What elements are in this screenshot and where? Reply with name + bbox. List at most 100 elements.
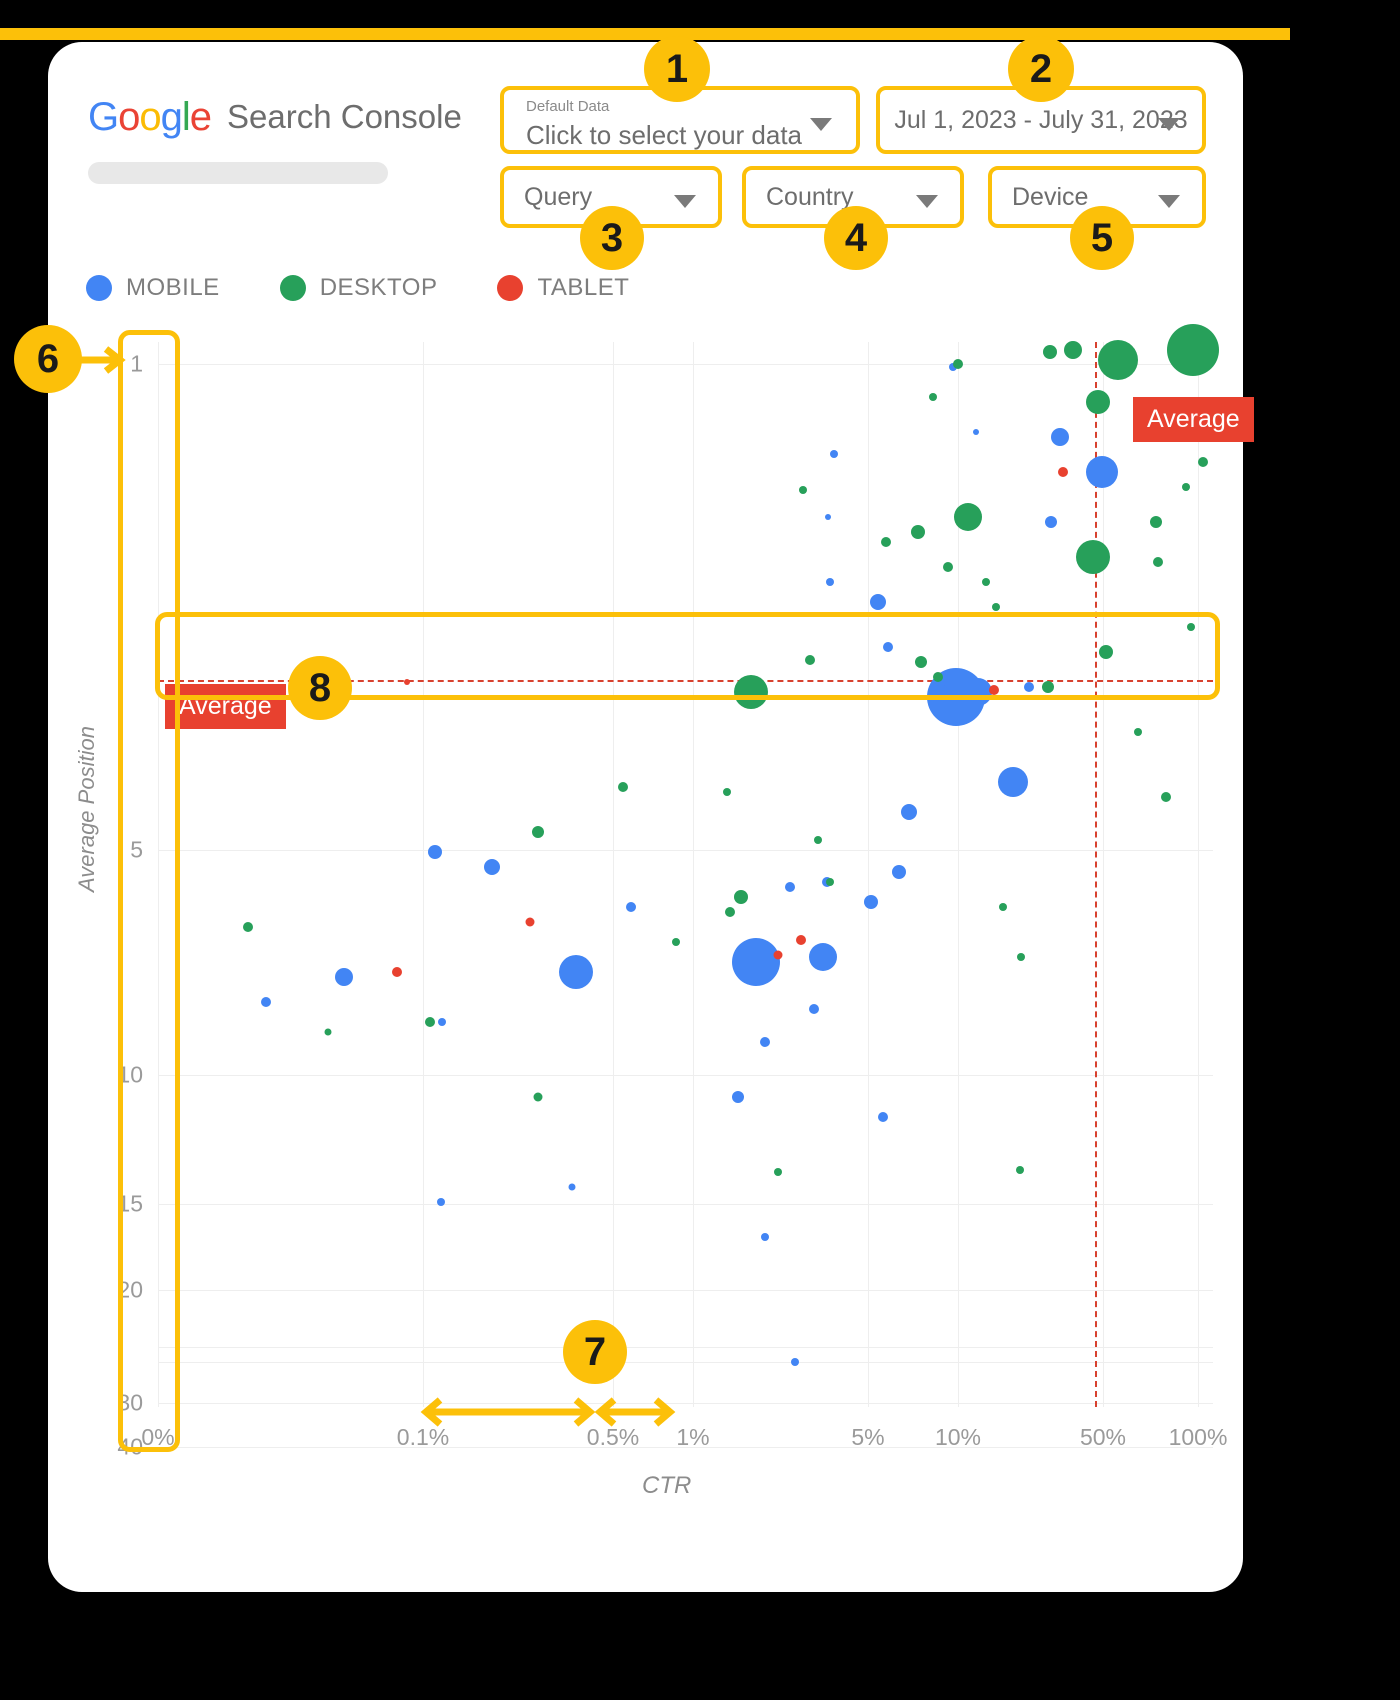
data-point-desktop[interactable] [1099,645,1113,659]
data-point-mobile[interactable] [973,429,979,435]
data-point-mobile[interactable] [1051,428,1069,446]
data-point-desktop[interactable] [1153,557,1163,567]
scatter-plot[interactable]: 1 5 10 15 20 30 40 0% 0.1% 0.5% 1% 5% 10% 50% 100% Aver… [117,324,1254,1460]
data-point-mobile[interactable] [998,767,1028,797]
data-point-desktop[interactable] [533,1092,543,1102]
data-point-desktop[interactable] [774,1168,782,1176]
data-point-mobile[interactable] [1045,516,1057,528]
data-point-mobile[interactable] [261,997,271,1007]
data-point-tablet[interactable] [392,967,402,977]
data-point-desktop[interactable] [1042,681,1054,693]
data-point-tablet[interactable] [796,935,806,945]
legend-item-mobile[interactable]: MOBILE [86,274,220,302]
data-point-mobile[interactable] [484,859,500,875]
x-axis-tick: 5% [851,1424,885,1450]
data-point-desktop[interactable] [1064,341,1082,359]
data-point-mobile[interactable] [864,895,878,909]
data-point-mobile[interactable] [335,968,353,986]
data-point-mobile[interactable] [901,804,917,820]
data-point-mobile[interactable] [825,514,831,520]
data-point-mobile[interactable] [760,1037,770,1047]
data-point-desktop[interactable] [814,836,822,844]
data-point-tablet[interactable] [989,685,999,695]
data-point-mobile[interactable] [437,1198,445,1206]
brand-header: Google Search Console [88,97,462,137]
y-axis-tick: 40 [117,1433,143,1460]
data-point-desktop[interactable] [618,782,628,792]
data-point-mobile[interactable] [559,955,593,989]
data-point-desktop[interactable] [915,656,927,668]
data-point-mobile[interactable] [1086,456,1118,488]
data-point-desktop[interactable] [826,878,834,886]
data-point-mobile[interactable] [428,845,442,859]
data-point-desktop[interactable] [953,359,963,369]
data-point-mobile[interactable] [883,642,893,652]
data-point-desktop[interactable] [243,922,253,932]
data-point-mobile[interactable] [732,938,780,986]
data-point-desktop[interactable] [1076,540,1110,574]
data-point-desktop[interactable] [532,826,544,838]
data-point-desktop[interactable] [1098,340,1138,380]
data-point-desktop[interactable] [799,486,807,494]
data-point-desktop[interactable] [982,578,990,586]
average-ctr-line [1095,342,1097,1407]
x-axis-tick: 100% [1168,1424,1228,1450]
data-point-mobile[interactable] [878,1112,888,1122]
data-point-mobile[interactable] [791,1358,799,1366]
data-point-tablet[interactable] [525,917,535,927]
data-point-mobile[interactable] [732,1091,744,1103]
data-point-mobile[interactable] [1024,682,1034,692]
data-point-mobile[interactable] [830,450,838,458]
data-point-desktop[interactable] [425,1017,435,1027]
data-point-mobile[interactable] [438,1018,446,1026]
data-point-desktop[interactable] [1017,953,1025,961]
data-point-desktop[interactable] [992,603,1000,611]
data-point-mobile[interactable] [568,1183,576,1191]
data-point-desktop[interactable] [734,890,748,904]
data-point-desktop[interactable] [1043,345,1057,359]
data-point-desktop[interactable] [1150,516,1162,528]
data-point-mobile[interactable] [892,865,906,879]
data-point-tablet[interactable] [404,679,410,685]
data-point-tablet[interactable] [773,950,783,960]
legend-item-desktop[interactable]: DESKTOP [279,274,438,302]
data-point-desktop[interactable] [999,903,1007,911]
data-point-desktop[interactable] [1182,483,1190,491]
data-point-tablet[interactable] [1058,467,1068,477]
data-point-desktop[interactable] [725,907,735,917]
data-point-desktop[interactable] [911,525,925,539]
data-point-mobile[interactable] [870,594,886,610]
annotation-badge-8: 8 [288,656,352,720]
data-point-desktop[interactable] [672,938,680,946]
data-point-desktop[interactable] [1016,1166,1024,1174]
chevron-down-icon [1158,195,1180,208]
legend-label: MOBILE [126,274,220,301]
data-point-desktop[interactable] [1198,457,1208,467]
grid-line-v [868,342,869,1407]
data-point-desktop[interactable] [324,1028,332,1036]
data-point-mobile[interactable] [809,943,837,971]
data-point-mobile[interactable] [761,1233,769,1241]
legend-item-tablet[interactable]: TABLET [497,274,629,302]
data-point-desktop[interactable] [881,537,891,547]
data-point-desktop[interactable] [1161,792,1171,802]
data-point-mobile[interactable] [626,902,636,912]
data-point-desktop[interactable] [734,675,768,709]
data-point-mobile[interactable] [809,1004,819,1014]
data-point-desktop[interactable] [1187,623,1195,631]
data-point-desktop[interactable] [929,393,937,401]
data-point-desktop[interactable] [805,655,815,665]
grid-line-v [423,342,424,1407]
data-point-desktop[interactable] [1086,390,1110,414]
data-point-desktop[interactable] [1167,324,1219,376]
data-point-mobile[interactable] [785,882,795,892]
annotation-badge-2: 2 [1008,36,1074,102]
data-point-desktop[interactable] [943,562,953,572]
data-point-desktop[interactable] [1134,728,1142,736]
data-point-mobile[interactable] [826,578,834,586]
data-point-desktop[interactable] [933,672,943,682]
data-point-mobile[interactable] [935,684,947,696]
data-point-desktop[interactable] [723,788,731,796]
x-axis-tick: 0% [141,1424,175,1450]
data-point-desktop[interactable] [954,503,982,531]
